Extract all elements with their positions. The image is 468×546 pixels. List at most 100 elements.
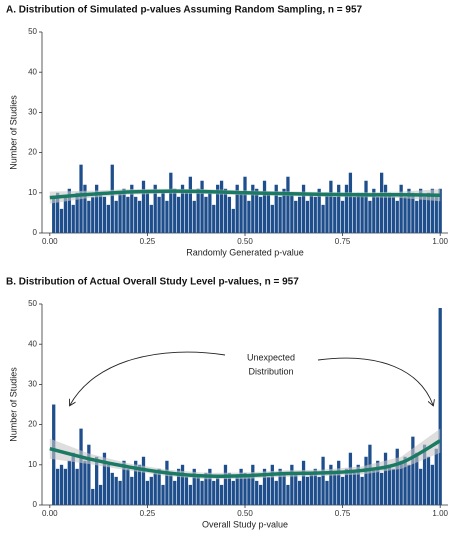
bar <box>176 196 181 233</box>
bar <box>383 184 388 233</box>
bar <box>309 192 314 233</box>
bar <box>333 472 337 505</box>
bar <box>192 468 196 505</box>
bar <box>126 196 130 233</box>
bar <box>286 176 290 233</box>
bar <box>137 200 142 233</box>
bar <box>71 452 75 505</box>
bar <box>122 188 126 233</box>
bar <box>173 188 177 233</box>
bar <box>219 180 224 233</box>
bar <box>165 460 169 505</box>
chart-title: A. Distribution of Simulated p-values As… <box>6 5 363 16</box>
bar <box>200 180 204 233</box>
bar <box>192 200 196 233</box>
bar <box>102 196 107 233</box>
bar <box>415 200 419 233</box>
bar <box>329 180 333 233</box>
bar <box>95 456 99 505</box>
bar <box>387 464 392 505</box>
bar <box>379 172 384 233</box>
bar <box>387 192 392 233</box>
bar <box>188 176 192 233</box>
bar <box>157 196 161 233</box>
y-tick-label: 30 <box>28 380 37 389</box>
bar <box>235 476 239 505</box>
annotation-arrow <box>317 357 433 405</box>
bar <box>415 452 419 505</box>
bar <box>122 460 126 505</box>
bar <box>430 188 435 233</box>
bar <box>118 192 122 233</box>
bar <box>372 188 376 233</box>
bar <box>368 200 372 233</box>
annotation: Distribution <box>248 366 293 376</box>
bar <box>196 188 200 233</box>
bar <box>305 200 310 233</box>
bar <box>321 204 325 233</box>
bar <box>407 464 411 505</box>
bar <box>426 192 431 233</box>
bar <box>110 472 114 505</box>
bar <box>337 184 341 233</box>
bar <box>188 484 192 505</box>
bar <box>79 428 83 505</box>
bar <box>348 172 353 233</box>
x-tick-label: 0.75 <box>335 237 351 246</box>
bar <box>422 444 427 505</box>
bar <box>329 464 333 505</box>
bar <box>298 480 302 505</box>
bar <box>372 468 376 505</box>
bar <box>274 184 278 233</box>
bar <box>223 464 228 505</box>
bar <box>294 200 298 233</box>
bar <box>290 464 294 505</box>
y-tick-label: 0 <box>33 500 38 509</box>
bar <box>317 476 321 505</box>
x-tick-label: 0.00 <box>42 237 58 246</box>
bar <box>106 464 111 505</box>
y-tick-label: 10 <box>28 188 37 197</box>
bar <box>87 444 91 505</box>
bar <box>59 208 64 233</box>
bar <box>430 464 435 505</box>
bar <box>270 204 274 233</box>
x-tick-label: 1.00 <box>432 237 448 246</box>
bar <box>145 192 150 233</box>
bar <box>161 192 165 233</box>
bar <box>352 472 356 505</box>
bar <box>391 196 395 233</box>
bar <box>184 192 189 233</box>
bar <box>102 452 107 505</box>
bar <box>145 480 150 505</box>
bar <box>52 196 56 233</box>
bar <box>266 476 271 505</box>
bar <box>87 200 91 233</box>
bar <box>165 200 169 233</box>
trend-line <box>49 189 441 200</box>
bar <box>262 180 267 233</box>
bar <box>149 204 153 233</box>
bar <box>426 456 431 505</box>
bar <box>204 472 208 505</box>
bar <box>301 460 306 505</box>
bar <box>344 468 349 505</box>
bar <box>63 196 68 233</box>
bar <box>130 184 134 233</box>
bar <box>118 480 122 505</box>
y-axis-label: Number of Studies <box>8 95 18 170</box>
bar <box>59 464 64 505</box>
bar <box>169 172 173 233</box>
bar <box>83 460 87 505</box>
bar <box>298 196 302 233</box>
bar <box>55 468 60 505</box>
bar <box>67 460 71 505</box>
bar <box>153 472 157 505</box>
bar <box>407 188 411 233</box>
bar <box>153 184 157 233</box>
bar <box>200 480 204 505</box>
bar <box>71 204 75 233</box>
y-tick-label: 20 <box>28 148 37 157</box>
bar <box>239 468 243 505</box>
